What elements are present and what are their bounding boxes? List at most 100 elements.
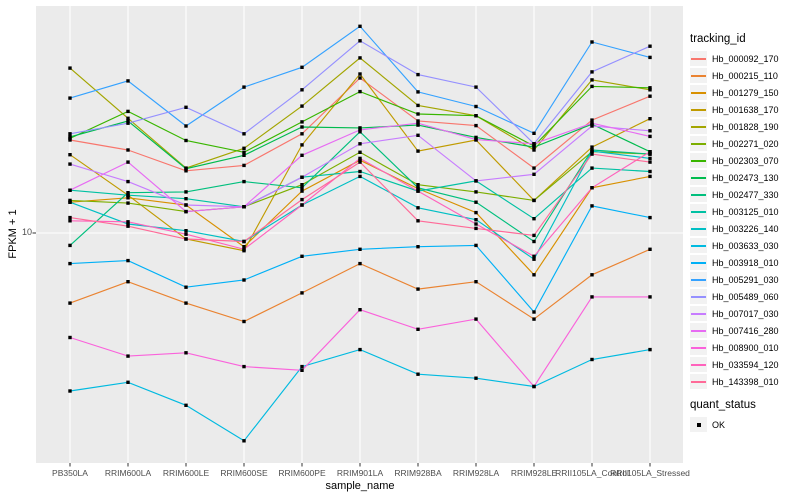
legend-item-label: Hb_001638_170 [712, 104, 779, 115]
series-line-icon [691, 329, 706, 332]
data-point [474, 200, 478, 204]
data-point [68, 66, 72, 70]
data-point [590, 273, 594, 277]
data-point [184, 209, 188, 214]
series-color-key [690, 119, 707, 134]
series-color-key [690, 221, 707, 236]
legend-item-Hb_002303_070: Hb_002303_070 [690, 152, 798, 169]
data-point [648, 44, 652, 48]
data-point [416, 103, 420, 108]
data-point [590, 357, 594, 362]
data-point [126, 116, 130, 120]
data-point [648, 347, 652, 352]
data-point [416, 183, 420, 187]
data-point [590, 78, 594, 82]
data-point [590, 204, 594, 208]
data-point [358, 156, 362, 161]
legend-item-Hb_002477_330: Hb_002477_330 [690, 186, 798, 203]
data-point [474, 243, 478, 248]
data-point [300, 175, 304, 179]
data-point [648, 152, 652, 156]
data-point [474, 104, 478, 109]
data-point [184, 197, 188, 201]
legend-item-Hb_003918_010: Hb_003918_010 [690, 254, 798, 271]
data-point [300, 153, 304, 157]
data-point [184, 301, 188, 305]
series-color-key [690, 238, 707, 253]
data-point [358, 142, 362, 146]
x-tick-label: RRIM901LA [337, 468, 384, 478]
legend: tracking_id Hb_000092_170 Hb_000215_110 Hb… [690, 33, 798, 433]
data-point [68, 215, 72, 220]
legend-item-Hb_005489_060: Hb_005489_060 [690, 288, 798, 305]
data-point [300, 132, 304, 136]
data-point [532, 317, 536, 321]
legend-item-label: Hb_005489_060 [712, 291, 779, 302]
data-point [474, 280, 478, 284]
series-line-icon [691, 91, 706, 94]
data-point [126, 109, 130, 114]
data-point [126, 121, 130, 125]
data-point [300, 125, 304, 129]
data-point [242, 364, 246, 369]
data-point [532, 239, 536, 244]
legend-item-Hb_002271_020: Hb_002271_020 [690, 135, 798, 152]
data-point [648, 55, 652, 60]
data-point [358, 39, 362, 43]
data-point [358, 174, 362, 179]
ok-square-icon [696, 422, 701, 427]
legend-item-label: Hb_002473_130 [712, 172, 779, 183]
data-point [648, 160, 652, 164]
data-point [68, 162, 72, 166]
data-point [474, 135, 478, 140]
legend-item-label: Hb_007017_030 [712, 308, 779, 319]
data-point [300, 186, 304, 190]
legend-item-Hb_007017_030: Hb_007017_030 [690, 305, 798, 322]
data-point [184, 232, 188, 236]
x-tick-label: RRIM928BA [394, 468, 442, 478]
data-point [648, 150, 652, 154]
data-point [300, 291, 304, 295]
data-point [590, 118, 594, 122]
data-point [416, 327, 420, 331]
data-point [416, 186, 420, 190]
data-point [126, 258, 130, 263]
data-point [68, 219, 72, 223]
legend-item-Hb_001638_170: Hb_001638_170 [690, 101, 798, 118]
data-point [416, 121, 420, 125]
data-point [590, 70, 594, 74]
legend-item-label: OK [712, 419, 726, 430]
legend-item-Hb_001279_150: Hb_001279_150 [690, 84, 798, 101]
data-point [358, 160, 362, 164]
series-line-icon [691, 108, 706, 111]
legend-item-Hb_007416_280: Hb_007416_280 [690, 322, 798, 339]
series-line-icon [691, 278, 706, 281]
series-line-icon [691, 380, 706, 383]
legend-item-Hb_008900_010: Hb_008900_010 [690, 339, 798, 356]
data-point [126, 79, 130, 83]
data-point [358, 261, 362, 266]
data-point [358, 126, 362, 130]
data-point [126, 196, 130, 200]
legend-item-Hb_000092_170: Hb_000092_170 [690, 50, 798, 67]
legend-item-Hb_003633_030: Hb_003633_030 [690, 237, 798, 254]
data-point [590, 152, 594, 156]
data-point [184, 351, 188, 355]
data-point [648, 94, 652, 98]
data-point [358, 308, 362, 312]
data-point [648, 86, 652, 90]
quant-status-key [690, 417, 707, 432]
data-point [358, 76, 362, 80]
data-point [532, 198, 536, 203]
legend-title-quant-status: quant_status [690, 399, 756, 411]
legend-item-Hb_033594_120: Hb_033594_120 [690, 356, 798, 373]
data-point [68, 135, 72, 139]
data-point [648, 156, 652, 161]
legend-item-label: Hb_003633_030 [712, 240, 779, 251]
data-point [242, 132, 246, 136]
data-point [242, 179, 246, 184]
data-point [416, 119, 420, 123]
series-color-key [690, 187, 707, 202]
legend-item-Hb_005291_030: Hb_005291_030 [690, 271, 798, 288]
data-point [416, 287, 420, 291]
